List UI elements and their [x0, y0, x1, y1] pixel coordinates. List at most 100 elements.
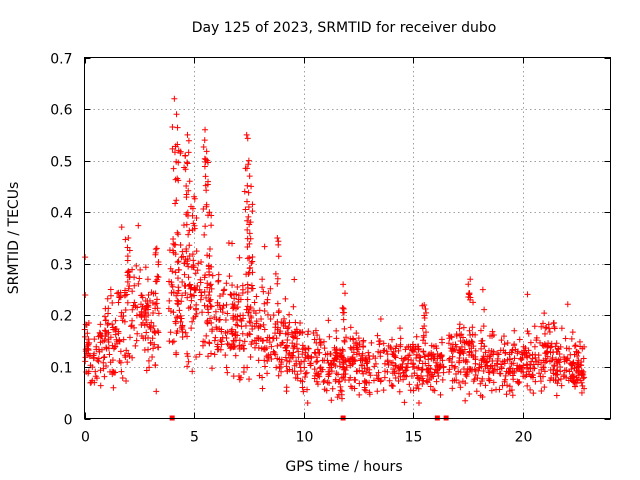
- data-point: [357, 357, 364, 364]
- data-point: [523, 371, 530, 378]
- data-point: [498, 337, 505, 344]
- data-point: [137, 301, 144, 308]
- data-point: [263, 353, 270, 360]
- data-point: [128, 323, 135, 330]
- data-point: [226, 273, 233, 280]
- data-point: [449, 341, 456, 348]
- data-point: [581, 374, 588, 381]
- data-point: [370, 377, 377, 384]
- data-point: [478, 338, 485, 345]
- data-point: [253, 320, 260, 327]
- data-point: [155, 310, 162, 317]
- data-point: [189, 368, 196, 375]
- data-point: [331, 355, 338, 362]
- data-point: [388, 382, 395, 389]
- data-point: [203, 148, 210, 155]
- data-point: [477, 392, 484, 399]
- data-point: [284, 336, 291, 343]
- data-point: [204, 303, 211, 310]
- data-point: [477, 380, 484, 387]
- data-point: [423, 378, 430, 385]
- data-point: [175, 231, 182, 238]
- data-point: [153, 245, 160, 252]
- data-point: [304, 331, 311, 338]
- data-point: [580, 375, 587, 382]
- data-point: [376, 341, 383, 348]
- data-point: [184, 294, 191, 301]
- data-point: [268, 343, 275, 350]
- data-point: [244, 296, 251, 303]
- data-point: [182, 289, 189, 296]
- data-point: [500, 347, 507, 354]
- data-point: [119, 317, 126, 324]
- data-point: [506, 383, 513, 390]
- data-point: [192, 313, 199, 320]
- data-point: [504, 340, 511, 347]
- data-point: [186, 252, 193, 259]
- data-point: [270, 312, 277, 319]
- data-point: [128, 322, 135, 329]
- data-point: [368, 339, 375, 346]
- data-point: [451, 347, 458, 354]
- data-point: [122, 236, 129, 243]
- data-point: [356, 367, 363, 374]
- data-point: [396, 367, 403, 374]
- data-point: [82, 254, 89, 261]
- data-point: [342, 290, 349, 297]
- data-point: [100, 365, 107, 372]
- data-point: [232, 331, 239, 338]
- data-point: [174, 175, 181, 182]
- data-point: [321, 377, 328, 384]
- data-point: [511, 327, 518, 334]
- data-point: [114, 290, 121, 297]
- data-point: [137, 266, 144, 273]
- data-point: [571, 351, 578, 358]
- data-point: [234, 304, 241, 311]
- data-point: [186, 242, 193, 249]
- data-point: [170, 235, 177, 242]
- data-point: [395, 347, 402, 354]
- data-point: [236, 342, 243, 349]
- data-point: [553, 392, 560, 399]
- data-point: [207, 302, 214, 309]
- data-point: [381, 347, 388, 354]
- data-points: [81, 95, 588, 407]
- data-point: [126, 269, 133, 276]
- data-point: [147, 339, 154, 346]
- data-point: [175, 258, 182, 265]
- data-point: [409, 363, 416, 370]
- data-point: [364, 365, 371, 372]
- data-point: [290, 334, 297, 341]
- data-point: [402, 346, 409, 353]
- data-point: [264, 311, 271, 318]
- data-point: [339, 395, 346, 402]
- data-point: [324, 379, 331, 386]
- data-point: [122, 307, 129, 314]
- data-point: [467, 276, 474, 283]
- data-point: [142, 309, 149, 316]
- data-point: [331, 361, 338, 368]
- data-point: [118, 368, 125, 375]
- data-point: [167, 329, 174, 336]
- data-point: [447, 345, 454, 352]
- data-point: [248, 183, 255, 190]
- data-point: [82, 291, 89, 298]
- data-point: [261, 308, 268, 315]
- data-point: [362, 387, 369, 394]
- x-tick-labels: 0 5 10 15 20: [81, 430, 532, 446]
- data-point: [347, 374, 354, 381]
- data-point: [117, 348, 124, 355]
- data-point: [501, 357, 508, 364]
- data-point: [389, 336, 396, 343]
- data-point: [326, 333, 333, 340]
- data-point: [373, 372, 380, 379]
- data-point: [246, 254, 253, 261]
- data-point: [553, 340, 560, 347]
- data-point: [561, 358, 568, 365]
- data-point: [422, 306, 429, 313]
- data-point: [575, 363, 582, 370]
- data-point: [207, 350, 214, 357]
- data-point: [82, 346, 89, 353]
- data-point: [350, 360, 357, 367]
- data-point: [249, 285, 256, 292]
